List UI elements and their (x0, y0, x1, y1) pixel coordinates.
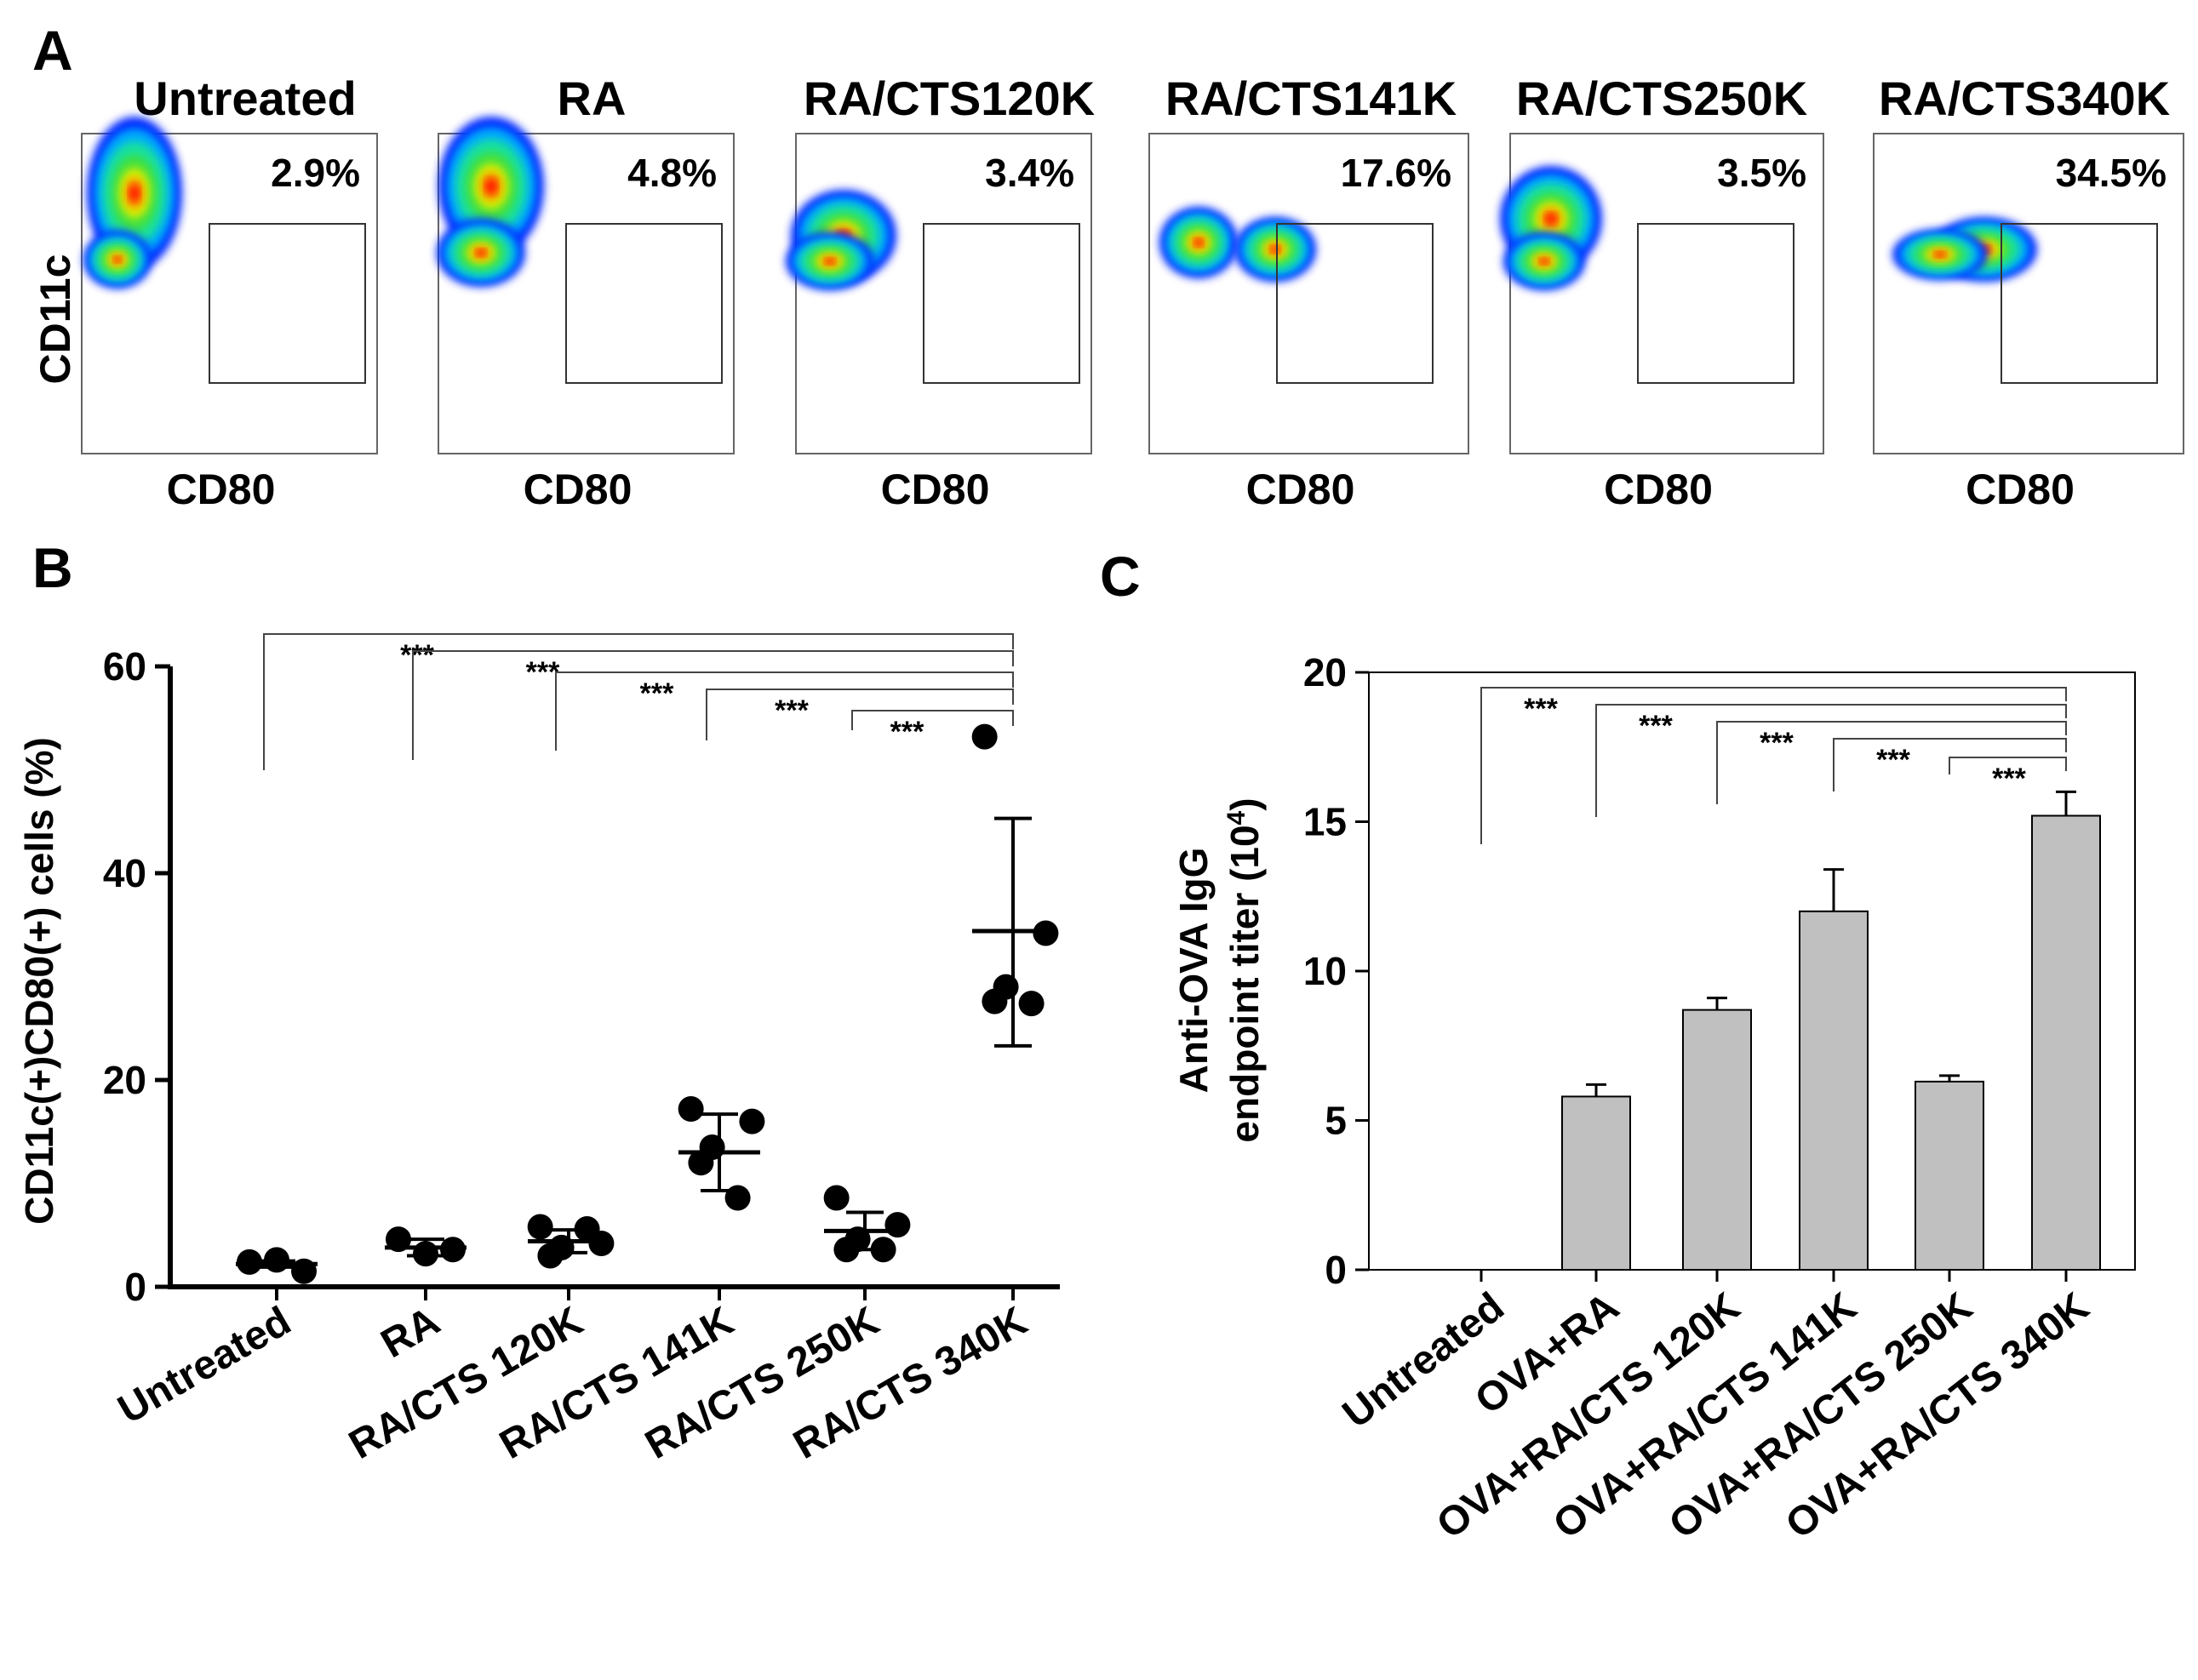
flow-plot-frame (1148, 133, 1469, 454)
b-y-tick-label: 60 (103, 644, 146, 689)
b-significance-stars: *** (400, 639, 434, 671)
b-category-label: RA (374, 1299, 448, 1368)
panel-letter-b: B (32, 536, 73, 599)
flow-density-blob (1935, 252, 1945, 257)
b-data-point (1018, 991, 1045, 1017)
chart-c: 0 5 10 15 20 Anti-OVA IgG endpoint titer (104)… (1171, 650, 2136, 1548)
b-significance-stars: *** (775, 694, 809, 727)
panel-letter-a: A (32, 19, 73, 82)
flow-gate (2001, 223, 2158, 384)
b-y-tick-label: 0 (124, 1265, 146, 1309)
flow-density-blob (129, 186, 140, 201)
panel-letter-c: C (1100, 545, 1141, 608)
b-y-tick-label: 20 (103, 1058, 146, 1102)
b-data-point (678, 1096, 704, 1123)
c-bar (1682, 1009, 1752, 1271)
c-bar (1799, 910, 1869, 1271)
flow-title-5: RA/CTS250K (1516, 71, 1807, 125)
flow-gate (1276, 223, 1434, 384)
flow-plot-frame (795, 133, 1092, 454)
chart-b: 0 20 40 60 CD11c(+)CD80(+) cells (%) Untreate… (17, 633, 1060, 1468)
b-data-point (971, 723, 998, 750)
b-significance-stars: *** (890, 716, 924, 748)
b-data-point (823, 1185, 850, 1211)
c-y-axis-label-close: ) (1222, 797, 1267, 810)
flow-density-blob (1540, 258, 1548, 265)
flow-density-blob (1194, 238, 1203, 247)
flow-title-1: Untreated (134, 71, 356, 125)
b-data-point (739, 1108, 765, 1134)
c-significance-stars: *** (1524, 693, 1558, 725)
flow-percent-1: 2.9% (271, 151, 360, 195)
b-significance-bracket (555, 671, 1014, 751)
b-data-point (537, 1243, 564, 1269)
flow-percent-2: 4.8% (627, 151, 717, 195)
b-data-point (982, 988, 1008, 1014)
c-y-tick-label: 20 (1303, 650, 1347, 694)
flow-x-axis-label: CD80 (1966, 466, 2075, 513)
c-bar (2031, 814, 2101, 1271)
c-y-tick-label: 5 (1325, 1099, 1347, 1143)
flow-y-axis-label: CD11c (31, 254, 79, 385)
b-y-tick-label: 40 (103, 851, 146, 895)
flow-title-6: RA/CTS340K (1879, 71, 2170, 125)
flow-density-blob (114, 256, 121, 263)
flow-x-axis-label: CD80 (524, 466, 632, 513)
b-data-point (527, 1214, 553, 1240)
b-significance-bracket (412, 650, 1014, 760)
b-y-axis-label: CD11c(+)CD80(+) cells (%) (17, 737, 61, 1225)
flow-x-axis-label: CD80 (881, 466, 990, 513)
c-significance-bracket (1949, 757, 2067, 774)
flow-title-4: RA/CTS141K (1165, 71, 1457, 125)
b-significance-bracket (263, 633, 1014, 770)
flow-percent-6: 34.5% (2056, 151, 2167, 195)
c-significance-bracket (1480, 687, 2067, 844)
flow-gate (923, 223, 1080, 384)
c-bar (1915, 1080, 1984, 1271)
b-category-label: Untreated (111, 1299, 299, 1433)
flow-panel-group: Untreated 2.9% CD80 RA4.8% CD80 RA/CTS120K 3.4… (81, 71, 2184, 513)
flow-percent-5: 3.5% (1717, 151, 1806, 195)
c-y-tick-label: 0 (1325, 1248, 1347, 1292)
flow-density-blob (476, 249, 486, 256)
b-significance-bracket (851, 710, 1014, 730)
c-y-tick-label: 10 (1303, 949, 1347, 993)
c-y-tick-label: 15 (1303, 800, 1347, 844)
c-y-axis-label: Anti-OVA IgG (1171, 848, 1216, 1094)
flow-title-3: RA/CTS120K (804, 71, 1095, 125)
b-significance-stars: *** (526, 656, 560, 689)
flow-density-blob (1271, 246, 1279, 253)
c-significance-stars: *** (1639, 710, 1673, 742)
flow-gate (1637, 223, 1794, 384)
c-significance-bracket (1716, 721, 2067, 804)
flow-density-blob (485, 179, 497, 194)
flow-percent-4: 17.6% (1341, 151, 1451, 195)
c-significance-stars: *** (1992, 763, 2026, 795)
b-data-point (688, 1150, 714, 1176)
c-y-axis-label-text: endpoint titer (10 (1222, 825, 1267, 1142)
c-significance-stars: *** (1760, 727, 1794, 759)
c-significance-bracket (1595, 704, 2067, 817)
flow-plot-frame (1873, 133, 2184, 454)
flow-density-blob (825, 258, 835, 265)
c-bar (1561, 1095, 1631, 1271)
flow-gate (565, 223, 723, 384)
b-significance-bracket (706, 689, 1014, 740)
c-significance-stars: *** (1876, 744, 1910, 776)
c-significance-bracket (1833, 738, 2067, 791)
flow-x-axis-label: CD80 (1604, 466, 1713, 513)
c-y-axis-label-line2: endpoint titer (104) (1222, 797, 1267, 1142)
b-data-point (884, 1212, 911, 1238)
c-y-axis-label-superscript: 4 (1222, 810, 1251, 825)
flow-gate (209, 223, 366, 384)
flow-x-axis-label: CD80 (167, 466, 276, 513)
flow-x-axis-label: CD80 (1246, 466, 1355, 513)
flow-percent-3: 3.4% (985, 151, 1074, 195)
flow-density-blob (1546, 213, 1556, 225)
c-category-label: Untreated (1335, 1284, 1513, 1437)
b-significance-stars: *** (640, 677, 674, 710)
flow-title-2: RA (558, 71, 627, 125)
